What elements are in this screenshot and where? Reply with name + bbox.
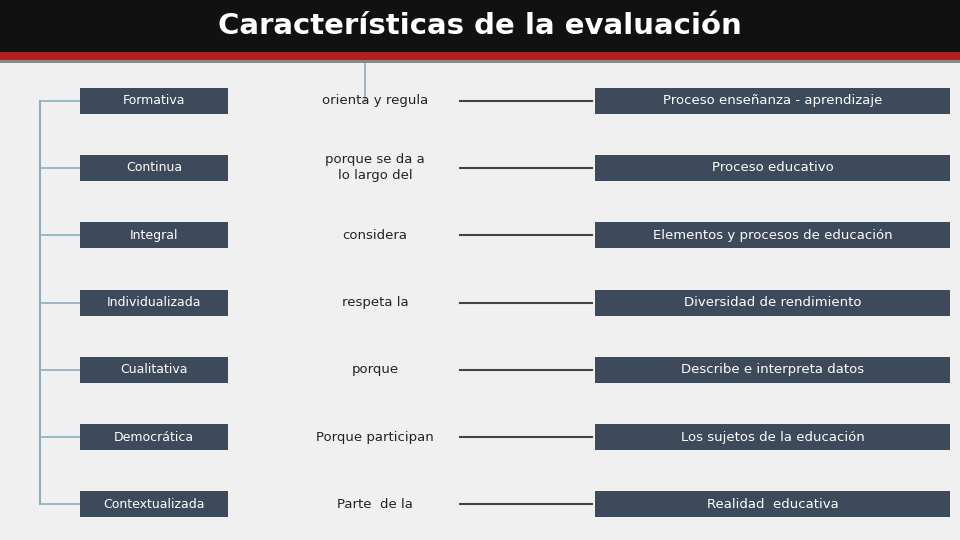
Text: Formativa: Formativa — [123, 94, 185, 107]
FancyBboxPatch shape — [595, 491, 950, 517]
Text: Porque participan: Porque participan — [316, 430, 434, 443]
Text: Parte  de la: Parte de la — [337, 498, 413, 511]
Text: Integral: Integral — [130, 229, 179, 242]
FancyBboxPatch shape — [595, 87, 950, 113]
Text: Cualitativa: Cualitativa — [120, 363, 188, 376]
Text: Proceso enseñanza - aprendizaje: Proceso enseñanza - aprendizaje — [662, 94, 882, 107]
FancyBboxPatch shape — [80, 491, 228, 517]
Text: respeta la: respeta la — [342, 296, 408, 309]
FancyBboxPatch shape — [0, 52, 960, 60]
Text: orienta y regula: orienta y regula — [322, 94, 428, 107]
FancyBboxPatch shape — [80, 424, 228, 450]
FancyBboxPatch shape — [80, 357, 228, 383]
Text: porque: porque — [351, 363, 398, 376]
Text: Realidad  educativa: Realidad educativa — [707, 498, 838, 511]
Text: Democrática: Democrática — [114, 430, 194, 443]
FancyBboxPatch shape — [80, 155, 228, 181]
FancyBboxPatch shape — [595, 424, 950, 450]
FancyBboxPatch shape — [80, 87, 228, 113]
Text: Describe e interpreta datos: Describe e interpreta datos — [681, 363, 864, 376]
FancyBboxPatch shape — [595, 155, 950, 181]
Text: Continua: Continua — [126, 161, 182, 174]
Text: Individualizada: Individualizada — [107, 296, 202, 309]
FancyBboxPatch shape — [80, 289, 228, 315]
FancyBboxPatch shape — [595, 289, 950, 315]
Text: porque se da a
lo largo del: porque se da a lo largo del — [325, 153, 425, 183]
Text: Características de la evaluación: Características de la evaluación — [218, 12, 742, 40]
FancyBboxPatch shape — [80, 222, 228, 248]
Text: considera: considera — [343, 229, 407, 242]
Text: Contextualizada: Contextualizada — [104, 498, 204, 511]
FancyBboxPatch shape — [595, 222, 950, 248]
Text: Elementos y procesos de educación: Elementos y procesos de educación — [653, 229, 892, 242]
FancyBboxPatch shape — [595, 357, 950, 383]
FancyBboxPatch shape — [0, 60, 960, 63]
Text: Proceso educativo: Proceso educativo — [711, 161, 833, 174]
Text: Los sujetos de la educación: Los sujetos de la educación — [681, 430, 864, 443]
Text: Diversidad de rendimiento: Diversidad de rendimiento — [684, 296, 861, 309]
FancyBboxPatch shape — [0, 0, 960, 52]
